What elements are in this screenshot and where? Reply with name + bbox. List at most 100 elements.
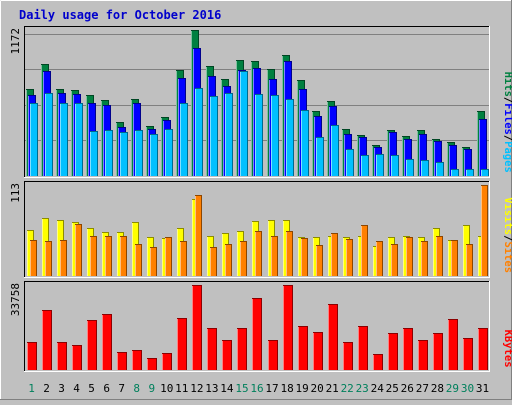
kbytes-bar xyxy=(72,345,82,370)
pages-bar-fill xyxy=(301,110,309,176)
pages-bar-fill xyxy=(255,94,263,176)
day-label: 22 xyxy=(341,382,354,395)
sites-bar xyxy=(240,241,247,276)
day-label: 25 xyxy=(386,382,399,395)
sites-bar-fill xyxy=(361,225,368,276)
sites-bar xyxy=(75,224,82,276)
kbytes-bar-fill xyxy=(283,285,293,370)
pages-bar-fill xyxy=(391,155,399,176)
sites-bar xyxy=(135,244,142,276)
sites-bar xyxy=(255,231,262,276)
kbytes-bar xyxy=(147,358,157,370)
pages-bar-fill xyxy=(225,93,233,176)
pages-bar xyxy=(316,137,324,176)
day-label: 6 xyxy=(103,382,110,395)
kbytes-bar xyxy=(222,340,232,370)
pages-bar-fill xyxy=(120,132,128,176)
kbytes-bar xyxy=(463,338,473,370)
chart-title: Daily usage for October 2016 xyxy=(19,8,221,22)
kbytes-bar xyxy=(27,342,37,370)
sites-bar-fill xyxy=(376,241,383,276)
kbytes-bar-fill xyxy=(42,310,52,370)
sites-bar-fill xyxy=(316,245,323,276)
pages-bar xyxy=(466,169,474,176)
pages-bar-fill xyxy=(135,130,143,176)
kbytes-bar xyxy=(313,332,323,370)
day-label: 8 xyxy=(133,382,140,395)
pages-bar-fill xyxy=(481,169,489,176)
sites-bar xyxy=(105,236,112,276)
pages-bar xyxy=(210,96,218,176)
panel-1-bars xyxy=(26,30,489,176)
kbytes-bar xyxy=(132,350,142,370)
day-label: 5 xyxy=(88,382,95,395)
kbytes-bar-fill xyxy=(373,354,383,370)
files-bar-fill xyxy=(389,132,397,176)
day-label: 26 xyxy=(401,382,414,395)
kbytes-bar-fill xyxy=(237,328,247,370)
pages-bar xyxy=(286,99,294,176)
day-label: 17 xyxy=(265,382,278,395)
legend-kbytes: KBytes xyxy=(502,330,512,368)
sites-bar-fill xyxy=(75,224,82,276)
sites-bar xyxy=(45,241,52,276)
files-bar-fill xyxy=(434,141,442,176)
pages-bar xyxy=(135,130,143,176)
sites-bar-fill xyxy=(240,241,247,276)
sites-bar-fill xyxy=(301,238,308,276)
legend-separator: / xyxy=(502,97,512,103)
day-label: 3 xyxy=(58,382,65,395)
files-bar-fill xyxy=(479,119,487,176)
legend-separator: / xyxy=(502,135,512,141)
chart-panels: 1172Hits/Files/Pages113Visits/Sites33758… xyxy=(9,26,512,372)
kbytes-bar-fill xyxy=(252,298,262,370)
kbytes-bar xyxy=(207,328,217,370)
sites-bar-fill xyxy=(255,231,262,276)
pages-bar xyxy=(180,103,188,176)
pages-bar-fill xyxy=(90,131,98,176)
panel-1-ymax-label: 1172 xyxy=(9,28,22,55)
kbytes-bar-fill xyxy=(147,358,157,370)
sites-bar xyxy=(346,239,353,276)
sites-bar-fill xyxy=(45,241,52,276)
pages-bar xyxy=(406,159,414,176)
pages-bar xyxy=(331,125,339,176)
sites-bar xyxy=(90,236,97,276)
day-label: 19 xyxy=(295,382,308,395)
day-label: 24 xyxy=(371,382,385,395)
pages-bar xyxy=(451,169,459,176)
panel-3-legend: KBytes xyxy=(502,330,512,368)
day-label: 23 xyxy=(356,382,369,395)
kbytes-bar xyxy=(42,310,52,370)
kbytes-bar-fill xyxy=(358,326,368,370)
pages-bar-fill xyxy=(180,103,188,176)
sites-bar xyxy=(481,185,488,276)
sites-bar xyxy=(210,247,217,276)
day-label: 9 xyxy=(148,382,155,395)
pages-bar-fill xyxy=(421,160,429,176)
kbytes-bar xyxy=(373,354,383,370)
day-label: 30 xyxy=(461,382,474,395)
sites-bar xyxy=(421,241,428,276)
pages-bar xyxy=(271,95,279,176)
files-bar-fill xyxy=(404,139,412,176)
kbytes-bar-fill xyxy=(192,285,202,370)
pages-bar xyxy=(346,149,354,176)
day-label: 15 xyxy=(235,382,248,395)
sites-bar-fill xyxy=(271,236,278,276)
kbytes-bar xyxy=(283,285,293,370)
legend-separator: / xyxy=(502,235,512,241)
day-label: 27 xyxy=(416,382,429,395)
sites-bar-fill xyxy=(60,240,67,276)
panel-3-bars xyxy=(27,285,488,370)
pages-bar-fill xyxy=(195,88,203,176)
kbytes-bar xyxy=(403,328,413,370)
sites-bar-fill xyxy=(406,237,413,276)
pages-bar-fill xyxy=(210,96,218,176)
sites-bar xyxy=(331,233,338,276)
day-label: 7 xyxy=(118,382,125,395)
sites-bar xyxy=(30,240,37,276)
kbytes-bar-fill xyxy=(117,352,127,370)
day-label: 14 xyxy=(220,382,234,395)
